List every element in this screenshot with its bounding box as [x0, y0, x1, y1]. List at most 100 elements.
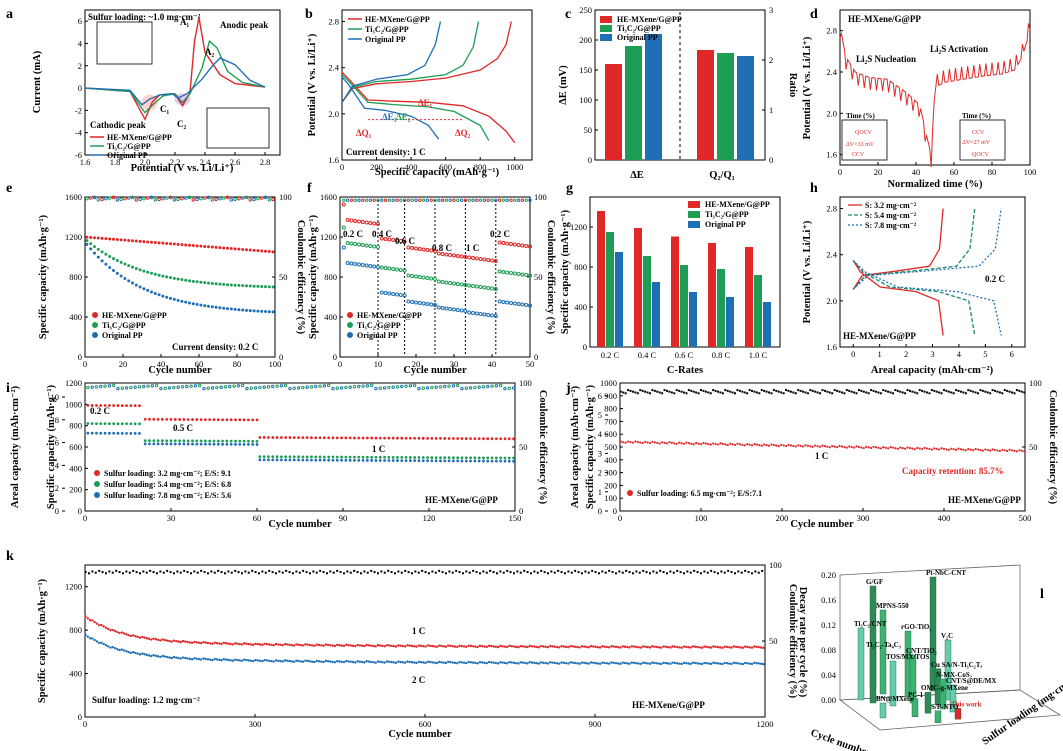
panel-k-point-1	[628, 662, 631, 665]
panel-i-rate-label: 0.2 C	[90, 406, 110, 416]
panel-i-ce-point	[210, 386, 215, 390]
panel-i-point-2	[195, 442, 199, 446]
panel-k-point-1	[558, 662, 561, 665]
panel-i-point-2	[251, 443, 255, 446]
panel-f-point-1	[357, 242, 361, 247]
panel-l-ztick-label: 0.20	[821, 570, 836, 580]
panel-j-ce-point	[794, 392, 797, 395]
panel-k-ce-point	[659, 569, 662, 572]
panel-k-point-0	[612, 645, 615, 648]
panel-i-point-1	[408, 456, 412, 459]
panel-e-point-2	[191, 302, 195, 306]
panel-e-y2label: Coulombic efficiency (%)	[295, 220, 306, 335]
panel-i-point-1	[216, 439, 220, 443]
panel-k-ce-point	[213, 571, 216, 574]
panel-k-point-1	[172, 655, 176, 659]
panel-k-ce-point	[699, 572, 702, 575]
panel-i-point-0	[152, 417, 156, 421]
panel-i-point-0	[318, 436, 322, 440]
panel-k-point-1	[152, 654, 155, 657]
panel-k-point-0	[127, 634, 130, 637]
panel-j-point	[767, 444, 771, 447]
panel-j-ce-point	[814, 390, 817, 393]
panel-i-point-0	[116, 404, 120, 407]
panel-k-point-1	[594, 661, 597, 665]
panel-j-point	[986, 448, 989, 452]
panel-e-point-2	[123, 277, 127, 281]
panel-i-point-2	[258, 458, 262, 462]
panel-k-point-0	[483, 645, 486, 648]
panel-k-point-0	[422, 645, 425, 648]
panel-f-rate-label: 0.8 C	[432, 243, 452, 253]
panel-f-xtick-label: 30	[450, 359, 459, 369]
panel-i-point-0	[507, 437, 511, 441]
panel-i-point-2	[512, 459, 515, 463]
panel-k-ce-point	[138, 572, 141, 575]
panel-j-ce-point	[697, 392, 700, 395]
panel-j-point	[938, 448, 941, 451]
panel-k-point-1	[587, 662, 590, 665]
panel-j-point	[801, 445, 805, 448]
panel-f-ce-point	[486, 198, 490, 202]
panel-d-qocv2: QOCV	[972, 152, 990, 158]
panel-f-ce-point	[399, 198, 403, 202]
panel-e-legend-label: HE-MXene/G@PP	[102, 311, 167, 320]
panel-i-ce-point	[387, 385, 391, 390]
panel-f-ce-point	[437, 198, 441, 202]
panel-j-ce-point	[1003, 389, 1006, 392]
panel-k-point-1	[440, 661, 443, 664]
panel-k-point-0	[385, 643, 389, 647]
panel-i-legend-swatch	[94, 481, 100, 487]
panel-k-point-0	[440, 644, 443, 648]
panel-k-point-0	[279, 643, 282, 647]
panel-e-ce-point	[263, 195, 268, 200]
panel-e-legend-swatch	[92, 332, 98, 338]
panel-k-point-0	[757, 645, 760, 649]
panel-f-point-2	[501, 300, 506, 304]
panel-k-point-1	[490, 661, 493, 664]
panel-j-ce-point	[930, 389, 933, 392]
panel-i-point-1	[186, 439, 190, 443]
panel-i-point-2	[297, 458, 300, 462]
panel-c-ytick-label: 3	[769, 5, 773, 15]
panel-e-point-1	[252, 284, 256, 288]
panel-j-ce-point	[675, 389, 678, 392]
panel-k-ce-point	[234, 569, 237, 572]
panel-f-point-2	[341, 245, 346, 250]
panel-k-ce-point	[128, 571, 131, 574]
panel-k-point-0	[308, 643, 312, 647]
panel-k-point-1	[413, 661, 416, 664]
panel-f-point-2	[357, 262, 361, 267]
panel-j-point	[748, 443, 751, 446]
panel-k-point-0	[179, 640, 182, 644]
panel-k-point-0	[304, 643, 307, 646]
panel-i-point-1	[116, 422, 120, 426]
panel-i-ytick-label: 400	[69, 463, 82, 473]
panel-i-point-0	[148, 417, 151, 421]
panel-k-ce-point	[424, 571, 427, 574]
panel-j-point	[838, 444, 841, 448]
panel-h-line-0	[852, 260, 944, 336]
panel-i-point-0	[191, 418, 194, 421]
panel-k-ce-point	[315, 571, 318, 574]
panel-j-ce-point	[663, 389, 666, 392]
panel-k-ce-point	[166, 569, 169, 572]
panel-k-point-0	[598, 646, 602, 649]
panel-e-point-2	[131, 281, 134, 285]
panel-k-point-1	[265, 659, 269, 662]
panel-i-ce-point	[124, 386, 129, 390]
panel-i-point-0	[383, 436, 386, 440]
panel-k-ce-point	[478, 572, 481, 575]
panel-k-point-0	[215, 641, 219, 645]
panel-k-point-0	[539, 644, 543, 648]
panel-l-xlabel: Cycle number (n)	[809, 727, 887, 751]
panel-k-point-0	[460, 644, 464, 648]
panel-f-xtick-label: 20	[412, 359, 421, 369]
panel-j-point	[942, 447, 946, 450]
panel-j-ce-point	[991, 389, 994, 392]
panel-f-point-0	[490, 258, 494, 263]
